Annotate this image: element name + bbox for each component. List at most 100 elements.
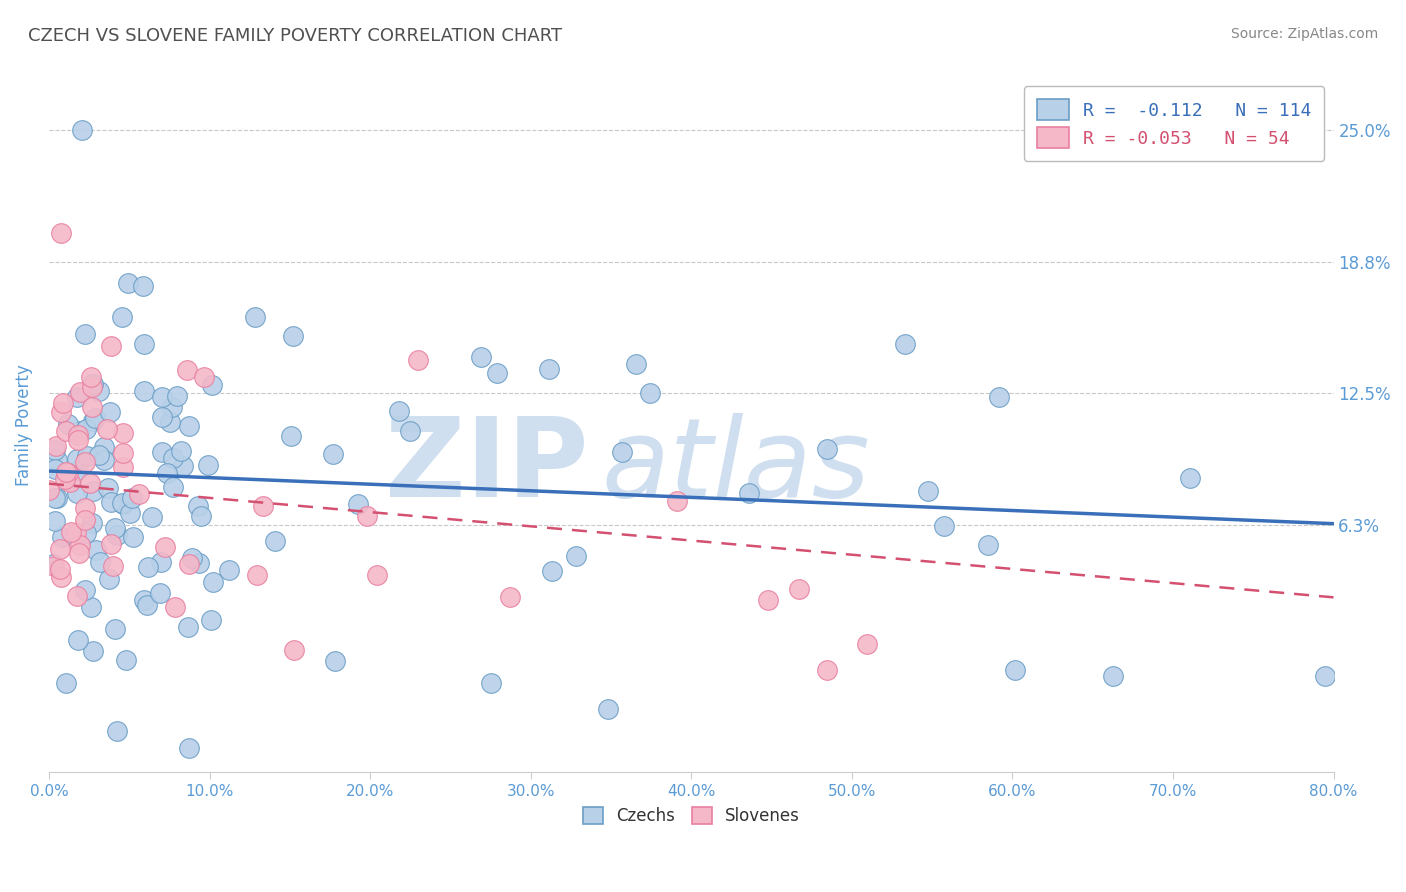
Slovenes	[82, 380, 104, 394]
Slovenes	[179, 558, 201, 572]
Czechs	[170, 443, 193, 458]
Slovenes	[165, 599, 187, 614]
Czechs	[197, 458, 219, 472]
Czechs	[105, 528, 128, 542]
Slovenes	[66, 434, 89, 448]
Czechs	[44, 514, 66, 528]
Slovenes	[49, 562, 72, 576]
Text: CZECH VS SLOVENE FAMILY POVERTY CORRELATION CHART: CZECH VS SLOVENE FAMILY POVERTY CORRELAT…	[28, 27, 562, 45]
Czechs	[82, 377, 104, 392]
Czechs	[132, 592, 155, 607]
Czechs	[537, 362, 560, 376]
Slovenes	[45, 439, 67, 453]
Slovenes	[65, 526, 87, 541]
Slovenes	[366, 568, 388, 582]
Czechs	[75, 421, 97, 435]
Czechs	[894, 337, 917, 351]
Czechs	[150, 410, 173, 425]
Czechs	[84, 411, 107, 425]
Czechs	[141, 510, 163, 524]
Czechs	[150, 390, 173, 404]
Czechs	[117, 276, 139, 290]
Czechs	[82, 376, 104, 391]
Slovenes	[111, 446, 134, 460]
Czechs	[73, 326, 96, 341]
Czechs	[82, 484, 104, 499]
Czechs	[177, 741, 200, 756]
Czechs	[977, 538, 1000, 552]
Czechs	[45, 491, 67, 506]
Slovenes	[55, 425, 77, 439]
Czechs	[1178, 471, 1201, 485]
Czechs	[82, 414, 104, 428]
Czechs	[150, 445, 173, 459]
Czechs	[596, 702, 619, 716]
Czechs	[97, 572, 120, 586]
Czechs	[93, 440, 115, 454]
Czechs	[281, 329, 304, 343]
Slovenes	[176, 363, 198, 377]
Czechs	[541, 564, 564, 578]
Czechs	[159, 415, 181, 429]
Czechs	[79, 599, 101, 614]
Slovenes	[79, 475, 101, 490]
Slovenes	[856, 637, 879, 651]
Czechs	[136, 559, 159, 574]
Text: Source: ZipAtlas.com: Source: ZipAtlas.com	[1230, 27, 1378, 41]
Czechs	[42, 557, 65, 571]
Czechs	[98, 405, 121, 419]
Czechs	[46, 452, 69, 467]
Czechs	[1004, 663, 1026, 677]
Czechs	[640, 385, 662, 400]
Czechs	[67, 633, 90, 648]
Slovenes	[75, 455, 97, 469]
Czechs	[66, 486, 89, 500]
Czechs	[66, 452, 89, 467]
Czechs	[44, 462, 66, 476]
Slovenes	[111, 425, 134, 440]
Czechs	[202, 575, 225, 590]
Y-axis label: Family Poverty: Family Poverty	[15, 364, 32, 485]
Czechs	[323, 654, 346, 668]
Slovenes	[756, 593, 779, 607]
Czechs	[134, 384, 156, 398]
Czechs	[180, 550, 202, 565]
Slovenes	[67, 546, 90, 560]
Slovenes	[100, 537, 122, 551]
Slovenes	[49, 405, 72, 419]
Text: ZIP: ZIP	[385, 413, 589, 520]
Czechs	[100, 495, 122, 509]
Czechs	[738, 486, 761, 500]
Slovenes	[49, 542, 72, 557]
Czechs	[112, 497, 135, 511]
Slovenes	[82, 400, 104, 414]
Slovenes	[44, 558, 66, 573]
Slovenes	[38, 483, 60, 497]
Czechs	[73, 583, 96, 598]
Czechs	[121, 491, 143, 506]
Czechs	[188, 556, 211, 570]
Czechs	[111, 495, 134, 509]
Czechs	[76, 450, 98, 464]
Czechs	[917, 484, 939, 499]
Czechs	[55, 676, 77, 690]
Czechs	[149, 586, 172, 600]
Czechs	[610, 444, 633, 458]
Czechs	[177, 619, 200, 633]
Czechs	[87, 448, 110, 462]
Czechs	[87, 384, 110, 399]
Czechs	[263, 533, 285, 548]
Czechs	[105, 724, 128, 739]
Slovenes	[73, 500, 96, 515]
Czechs	[89, 556, 111, 570]
Czechs	[934, 519, 956, 533]
Czechs	[118, 506, 141, 520]
Czechs	[114, 653, 136, 667]
Slovenes	[246, 568, 269, 582]
Czechs	[218, 562, 240, 576]
Czechs	[815, 442, 838, 457]
Slovenes	[128, 487, 150, 501]
Czechs	[70, 122, 93, 136]
Czechs	[136, 599, 159, 613]
Slovenes	[112, 459, 135, 474]
